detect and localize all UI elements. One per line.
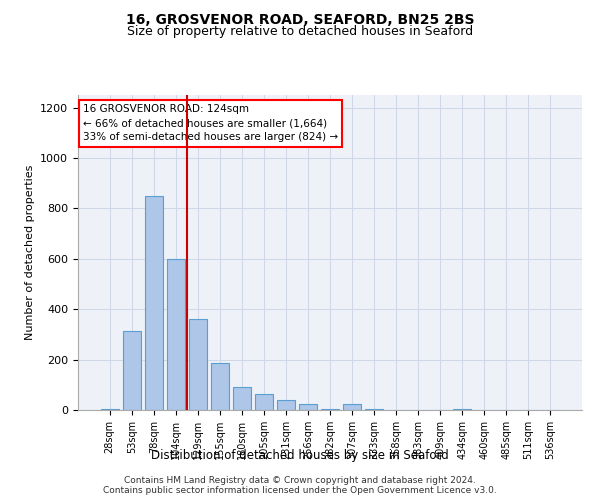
Bar <box>189 320 206 410</box>
Bar <box>277 400 295 410</box>
Bar <box>299 404 317 410</box>
Text: Contains HM Land Registry data © Crown copyright and database right 2024.: Contains HM Land Registry data © Crown c… <box>124 476 476 485</box>
Text: 16, GROSVENOR ROAD, SEAFORD, BN25 2BS: 16, GROSVENOR ROAD, SEAFORD, BN25 2BS <box>126 12 474 26</box>
Bar <box>321 408 339 410</box>
Bar <box>343 404 361 410</box>
Bar <box>365 408 383 410</box>
Bar <box>454 408 471 410</box>
Bar <box>145 196 163 410</box>
Bar <box>255 394 273 410</box>
Bar <box>167 259 185 410</box>
Bar <box>211 364 229 410</box>
Text: Size of property relative to detached houses in Seaford: Size of property relative to detached ho… <box>127 25 473 38</box>
Text: 16 GROSVENOR ROAD: 124sqm
← 66% of detached houses are smaller (1,664)
33% of se: 16 GROSVENOR ROAD: 124sqm ← 66% of detac… <box>83 104 338 142</box>
Text: Contains public sector information licensed under the Open Government Licence v3: Contains public sector information licen… <box>103 486 497 495</box>
Bar <box>101 408 119 410</box>
Bar <box>123 330 140 410</box>
Bar <box>233 388 251 410</box>
Text: Distribution of detached houses by size in Seaford: Distribution of detached houses by size … <box>151 448 449 462</box>
Y-axis label: Number of detached properties: Number of detached properties <box>25 165 35 340</box>
